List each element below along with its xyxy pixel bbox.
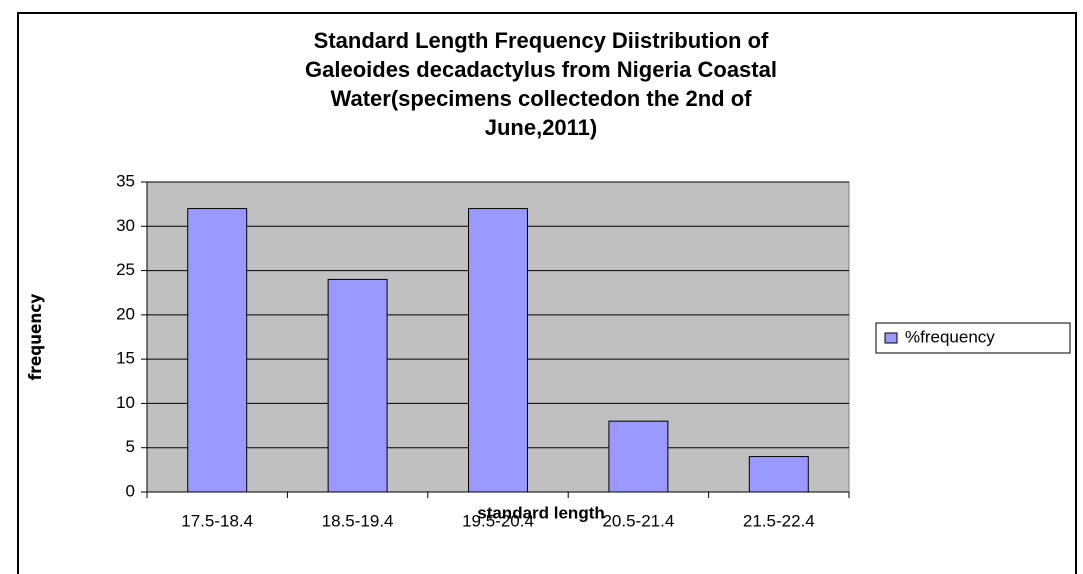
bar xyxy=(187,208,248,493)
bar xyxy=(748,456,809,493)
chart-title: Galeoides decadactylus from Nigeria Coas… xyxy=(305,57,777,82)
y-tick-label: 0 xyxy=(126,481,135,500)
y-axis-label: frequency xyxy=(26,294,46,381)
y-tick-label: 5 xyxy=(126,437,135,456)
bar xyxy=(327,278,388,493)
chart-title: Standard Length Frequency Diistribution … xyxy=(314,28,769,53)
x-axis-label: standard length xyxy=(477,503,605,522)
x-tick-label: 17.5-18.4 xyxy=(181,511,253,530)
chart-title: Water(specimens collectedon the 2nd of xyxy=(331,86,753,111)
x-tick-label: 20.5-21.4 xyxy=(602,511,674,530)
x-tick-label: 21.5-22.4 xyxy=(743,511,815,530)
y-tick-label: 15 xyxy=(116,349,135,368)
x-tick-label: 18.5-19.4 xyxy=(322,511,394,530)
y-tick-label: 10 xyxy=(116,393,135,412)
x-tick-label: 19.5-20.4 xyxy=(462,511,534,530)
chart-title: June,2011) xyxy=(485,115,598,140)
y-tick-label: 20 xyxy=(116,304,135,323)
legend-box xyxy=(875,322,1071,354)
bar xyxy=(608,420,669,493)
y-tick-label: 25 xyxy=(116,260,135,279)
bar xyxy=(468,208,528,493)
legend-label: %frequency xyxy=(905,327,995,346)
y-tick-label: 30 xyxy=(116,216,135,235)
y-tick-label: 35 xyxy=(116,171,135,190)
legend-swatch xyxy=(884,332,898,344)
